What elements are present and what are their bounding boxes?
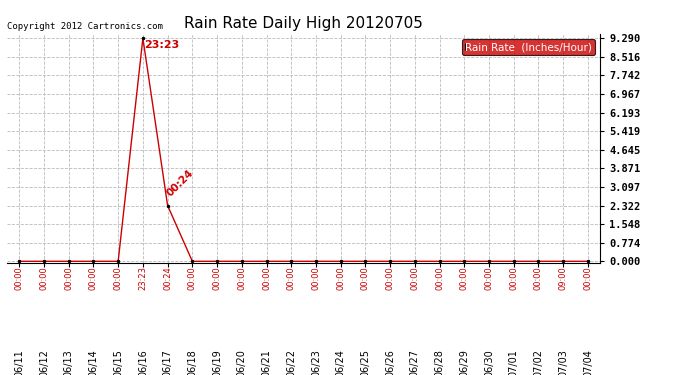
Text: 00:00: 00:00 xyxy=(114,266,123,290)
Text: 06/29: 06/29 xyxy=(460,350,469,375)
Text: 00:00: 00:00 xyxy=(188,266,197,290)
Text: 06/18: 06/18 xyxy=(188,350,197,375)
Text: 06/15: 06/15 xyxy=(113,350,123,375)
Text: 00:00: 00:00 xyxy=(262,266,271,290)
Text: 00:24: 00:24 xyxy=(165,168,196,198)
Text: 06/17: 06/17 xyxy=(163,350,172,375)
Text: 06/11: 06/11 xyxy=(14,350,24,375)
Text: 00:00: 00:00 xyxy=(386,266,395,290)
Text: 06/13: 06/13 xyxy=(63,350,74,375)
Text: 06/24: 06/24 xyxy=(336,350,346,375)
Text: 06/26: 06/26 xyxy=(385,350,395,375)
Text: 00:00: 00:00 xyxy=(361,266,370,290)
Text: 06/28: 06/28 xyxy=(435,350,444,375)
Text: 06/12: 06/12 xyxy=(39,350,49,375)
Text: 06/27: 06/27 xyxy=(410,350,420,375)
Text: 00:00: 00:00 xyxy=(237,266,246,290)
Text: 00:00: 00:00 xyxy=(534,266,543,290)
Text: 06/25: 06/25 xyxy=(360,350,371,375)
Text: Copyright 2012 Cartronics.com: Copyright 2012 Cartronics.com xyxy=(7,22,163,32)
Text: 00:00: 00:00 xyxy=(213,266,221,290)
Text: 07/02: 07/02 xyxy=(533,350,544,375)
Text: 06/22: 06/22 xyxy=(286,350,296,375)
Text: 07/01: 07/01 xyxy=(509,350,519,375)
Text: 06/30: 06/30 xyxy=(484,350,494,375)
Text: 09:00: 09:00 xyxy=(559,266,568,290)
Legend: Rain Rate  (Inches/Hour): Rain Rate (Inches/Hour) xyxy=(462,39,595,55)
Text: 00:00: 00:00 xyxy=(287,266,296,290)
Text: 00:24: 00:24 xyxy=(163,266,172,290)
Text: 23:23: 23:23 xyxy=(144,40,179,51)
Text: 00:00: 00:00 xyxy=(39,266,48,290)
Text: 07/04: 07/04 xyxy=(583,350,593,375)
Text: 00:00: 00:00 xyxy=(584,266,593,290)
Text: 00:00: 00:00 xyxy=(311,266,320,290)
Text: 00:00: 00:00 xyxy=(509,266,518,290)
Text: 00:00: 00:00 xyxy=(484,266,493,290)
Text: 06/19: 06/19 xyxy=(212,350,222,375)
Text: 06/14: 06/14 xyxy=(88,350,99,375)
Text: 06/20: 06/20 xyxy=(237,350,247,375)
Title: Rain Rate Daily High 20120705: Rain Rate Daily High 20120705 xyxy=(184,16,423,31)
Text: 23:23: 23:23 xyxy=(139,266,148,290)
Text: 00:00: 00:00 xyxy=(89,266,98,290)
Text: 00:00: 00:00 xyxy=(435,266,444,290)
Text: 07/03: 07/03 xyxy=(558,350,568,375)
Text: 00:00: 00:00 xyxy=(64,266,73,290)
Text: 06/16: 06/16 xyxy=(138,350,148,375)
Text: 06/21: 06/21 xyxy=(262,350,271,375)
Text: 00:00: 00:00 xyxy=(336,266,345,290)
Text: 06/23: 06/23 xyxy=(311,350,321,375)
Text: 00:00: 00:00 xyxy=(411,266,420,290)
Text: 00:00: 00:00 xyxy=(460,266,469,290)
Text: 00:00: 00:00 xyxy=(14,266,23,290)
